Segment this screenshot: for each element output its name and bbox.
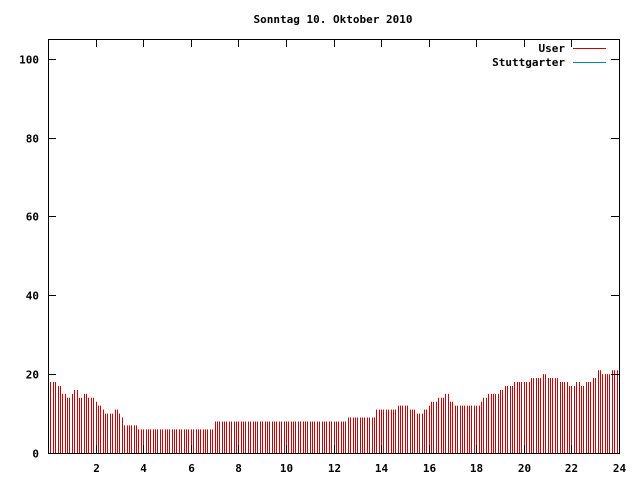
bars-group: [50, 370, 618, 453]
x-tick-label: 8: [235, 462, 242, 475]
y-tick-label: 60: [26, 211, 39, 224]
x-tick-label: 16: [423, 462, 437, 475]
y-tick-label: 40: [26, 290, 39, 303]
x-tick-label: 6: [188, 462, 195, 475]
x-tick-label: 24: [613, 462, 627, 475]
y-tick-label: 20: [26, 369, 39, 382]
x-tick-label: 22: [565, 462, 578, 475]
x-tick-label: 14: [375, 462, 389, 475]
chart-title: Sonntag 10. Oktober 2010: [254, 13, 413, 26]
y-tick-label: 0: [32, 448, 39, 461]
legend-label: User: [539, 42, 566, 55]
x-tick-label: 18: [470, 462, 483, 475]
x-tick-label: 10: [280, 462, 293, 475]
x-tick-label: 12: [328, 462, 341, 475]
y-tick-label: 80: [26, 133, 39, 146]
legend-label: Stuttgarter: [492, 56, 565, 69]
x-tick-label: 2: [93, 462, 100, 475]
x-tick-label: 4: [140, 462, 147, 475]
y-tick-label: 100: [19, 54, 39, 67]
x-tick-label: 20: [518, 462, 531, 475]
